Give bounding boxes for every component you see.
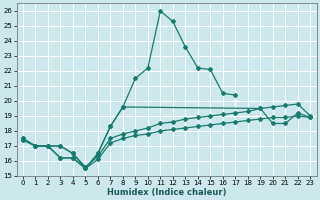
X-axis label: Humidex (Indice chaleur): Humidex (Indice chaleur) xyxy=(107,188,226,197)
